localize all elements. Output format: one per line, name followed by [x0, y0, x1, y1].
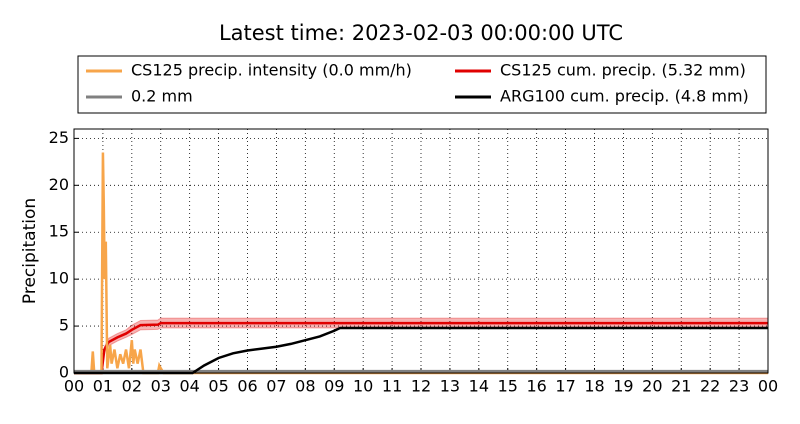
chart-title: Latest time: 2023-02-03 00:00:00 UTC — [219, 21, 623, 45]
x-tick-label: 12 — [411, 377, 431, 396]
plot-frame — [73, 128, 769, 374]
legend-label: CS125 precip. intensity (0.0 mm/h) — [131, 61, 412, 80]
y-tick-label: 25 — [49, 128, 69, 147]
x-tick-label: 11 — [382, 377, 402, 396]
x-tick-label: 00 — [64, 377, 84, 396]
legend — [77, 55, 767, 114]
x-tick-label: 22 — [700, 377, 720, 396]
x-tick-label: 15 — [498, 377, 518, 396]
x-tick-label: 00 — [758, 377, 778, 396]
x-tick-label: 01 — [93, 377, 113, 396]
y-tick-label: 15 — [49, 222, 69, 241]
x-tick-label: 20 — [642, 377, 662, 396]
x-tick-label: 19 — [613, 377, 633, 396]
x-tick-label: 13 — [440, 377, 460, 396]
x-tick-label: 16 — [526, 377, 546, 396]
x-tick-label: 23 — [729, 377, 749, 396]
y-axis-label: Precipitation — [20, 198, 40, 304]
series-line — [74, 321, 768, 375]
x-tick-label: 06 — [237, 377, 257, 396]
x-tick-label: 05 — [208, 377, 228, 396]
series-line — [74, 326, 768, 375]
x-tick-label: 08 — [295, 377, 315, 396]
legend-label: CS125 cum. precip. (5.32 mm) — [500, 61, 746, 80]
x-tick-label: 18 — [584, 377, 604, 396]
x-tick-label: 07 — [266, 377, 286, 396]
x-tick-label: 21 — [671, 377, 691, 396]
legend-label: 0.2 mm — [131, 87, 193, 106]
x-tick-label: 14 — [469, 377, 489, 396]
x-tick-label: 17 — [555, 377, 575, 396]
x-tick-label: 04 — [179, 377, 199, 396]
y-tick-label: 10 — [49, 269, 69, 288]
y-tick-label: 5 — [59, 316, 69, 335]
y-tick-label: 0 — [59, 363, 69, 382]
x-tick-label: 02 — [122, 377, 142, 396]
legend-label: ARG100 cum. precip. (4.8 mm) — [500, 87, 749, 106]
x-tick-label: 10 — [353, 377, 373, 396]
x-tick-label: 03 — [151, 377, 171, 396]
y-tick-label: 20 — [49, 175, 69, 194]
x-tick-label: 09 — [324, 377, 344, 396]
